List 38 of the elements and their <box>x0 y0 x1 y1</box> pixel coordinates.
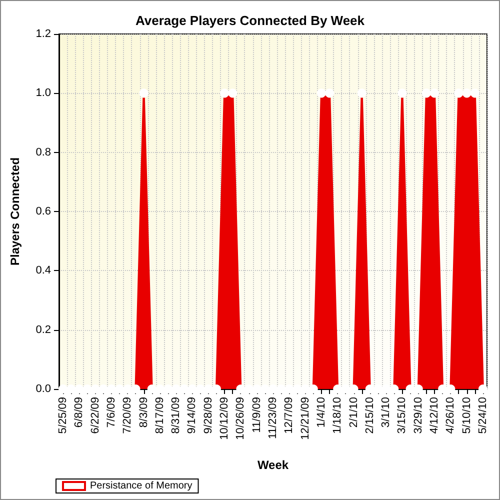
y-tick-label: 0.6 <box>36 206 51 218</box>
x-tick-label: 1/4/10 <box>315 397 328 428</box>
y-tick-label: 0.4 <box>36 264 51 277</box>
x-axis-title: Week <box>257 458 289 472</box>
x-tick-label: 5/24/10 <box>476 397 489 434</box>
x-tick-label: 6/22/09 <box>89 397 102 434</box>
x-tick-label: 4/12/10 <box>428 397 441 434</box>
x-tick-label: 9/28/09 <box>202 397 214 434</box>
x-tick-label: 8/31/09 <box>170 397 182 434</box>
x-tick-label: 11/23/09 <box>267 397 279 440</box>
chart-title: Average Players Connected By Week <box>135 13 366 28</box>
x-tick-label: 11/9/09 <box>250 397 263 433</box>
x-tick-label: 7/20/09 <box>122 397 134 434</box>
x-tick-label: 5/25/09 <box>57 397 70 434</box>
y-axis-title: Players Connected <box>8 157 22 266</box>
legend-label: Persistance of Memory <box>90 480 192 492</box>
y-tick-label: 0.8 <box>36 146 51 158</box>
x-tick-label: 10/12/09 <box>218 397 231 440</box>
x-tick-label: 2/1/10 <box>348 397 360 428</box>
x-tick-label: 10/26/09 <box>234 397 247 440</box>
x-tick-label: 3/1/10 <box>380 397 392 428</box>
x-tick-label: 1/18/10 <box>332 397 344 434</box>
x-tick-label: 12/21/09 <box>299 397 312 440</box>
x-tick-label: 3/15/10 <box>396 397 408 434</box>
x-tick-label: 8/17/09 <box>154 397 166 434</box>
y-tick-label: 0.0 <box>36 383 51 395</box>
x-tick-label: 6/8/09 <box>73 397 86 428</box>
y-tick-label: 1.2 <box>36 28 51 40</box>
y-tick-label: 1.0 <box>36 87 51 100</box>
x-tick-label: 8/3/09 <box>138 397 150 428</box>
x-tick-label: 7/6/09 <box>105 397 118 428</box>
x-tick-label: 12/7/09 <box>283 397 296 434</box>
y-tick-label: 0.2 <box>36 324 51 336</box>
x-tick-label: 2/15/10 <box>364 397 376 434</box>
x-tick-label: 3/29/10 <box>412 397 424 434</box>
x-tick-label: 5/10/10 <box>460 397 473 434</box>
x-tick-label: 9/14/09 <box>186 397 198 434</box>
x-tick-label: 4/26/10 <box>444 397 457 434</box>
